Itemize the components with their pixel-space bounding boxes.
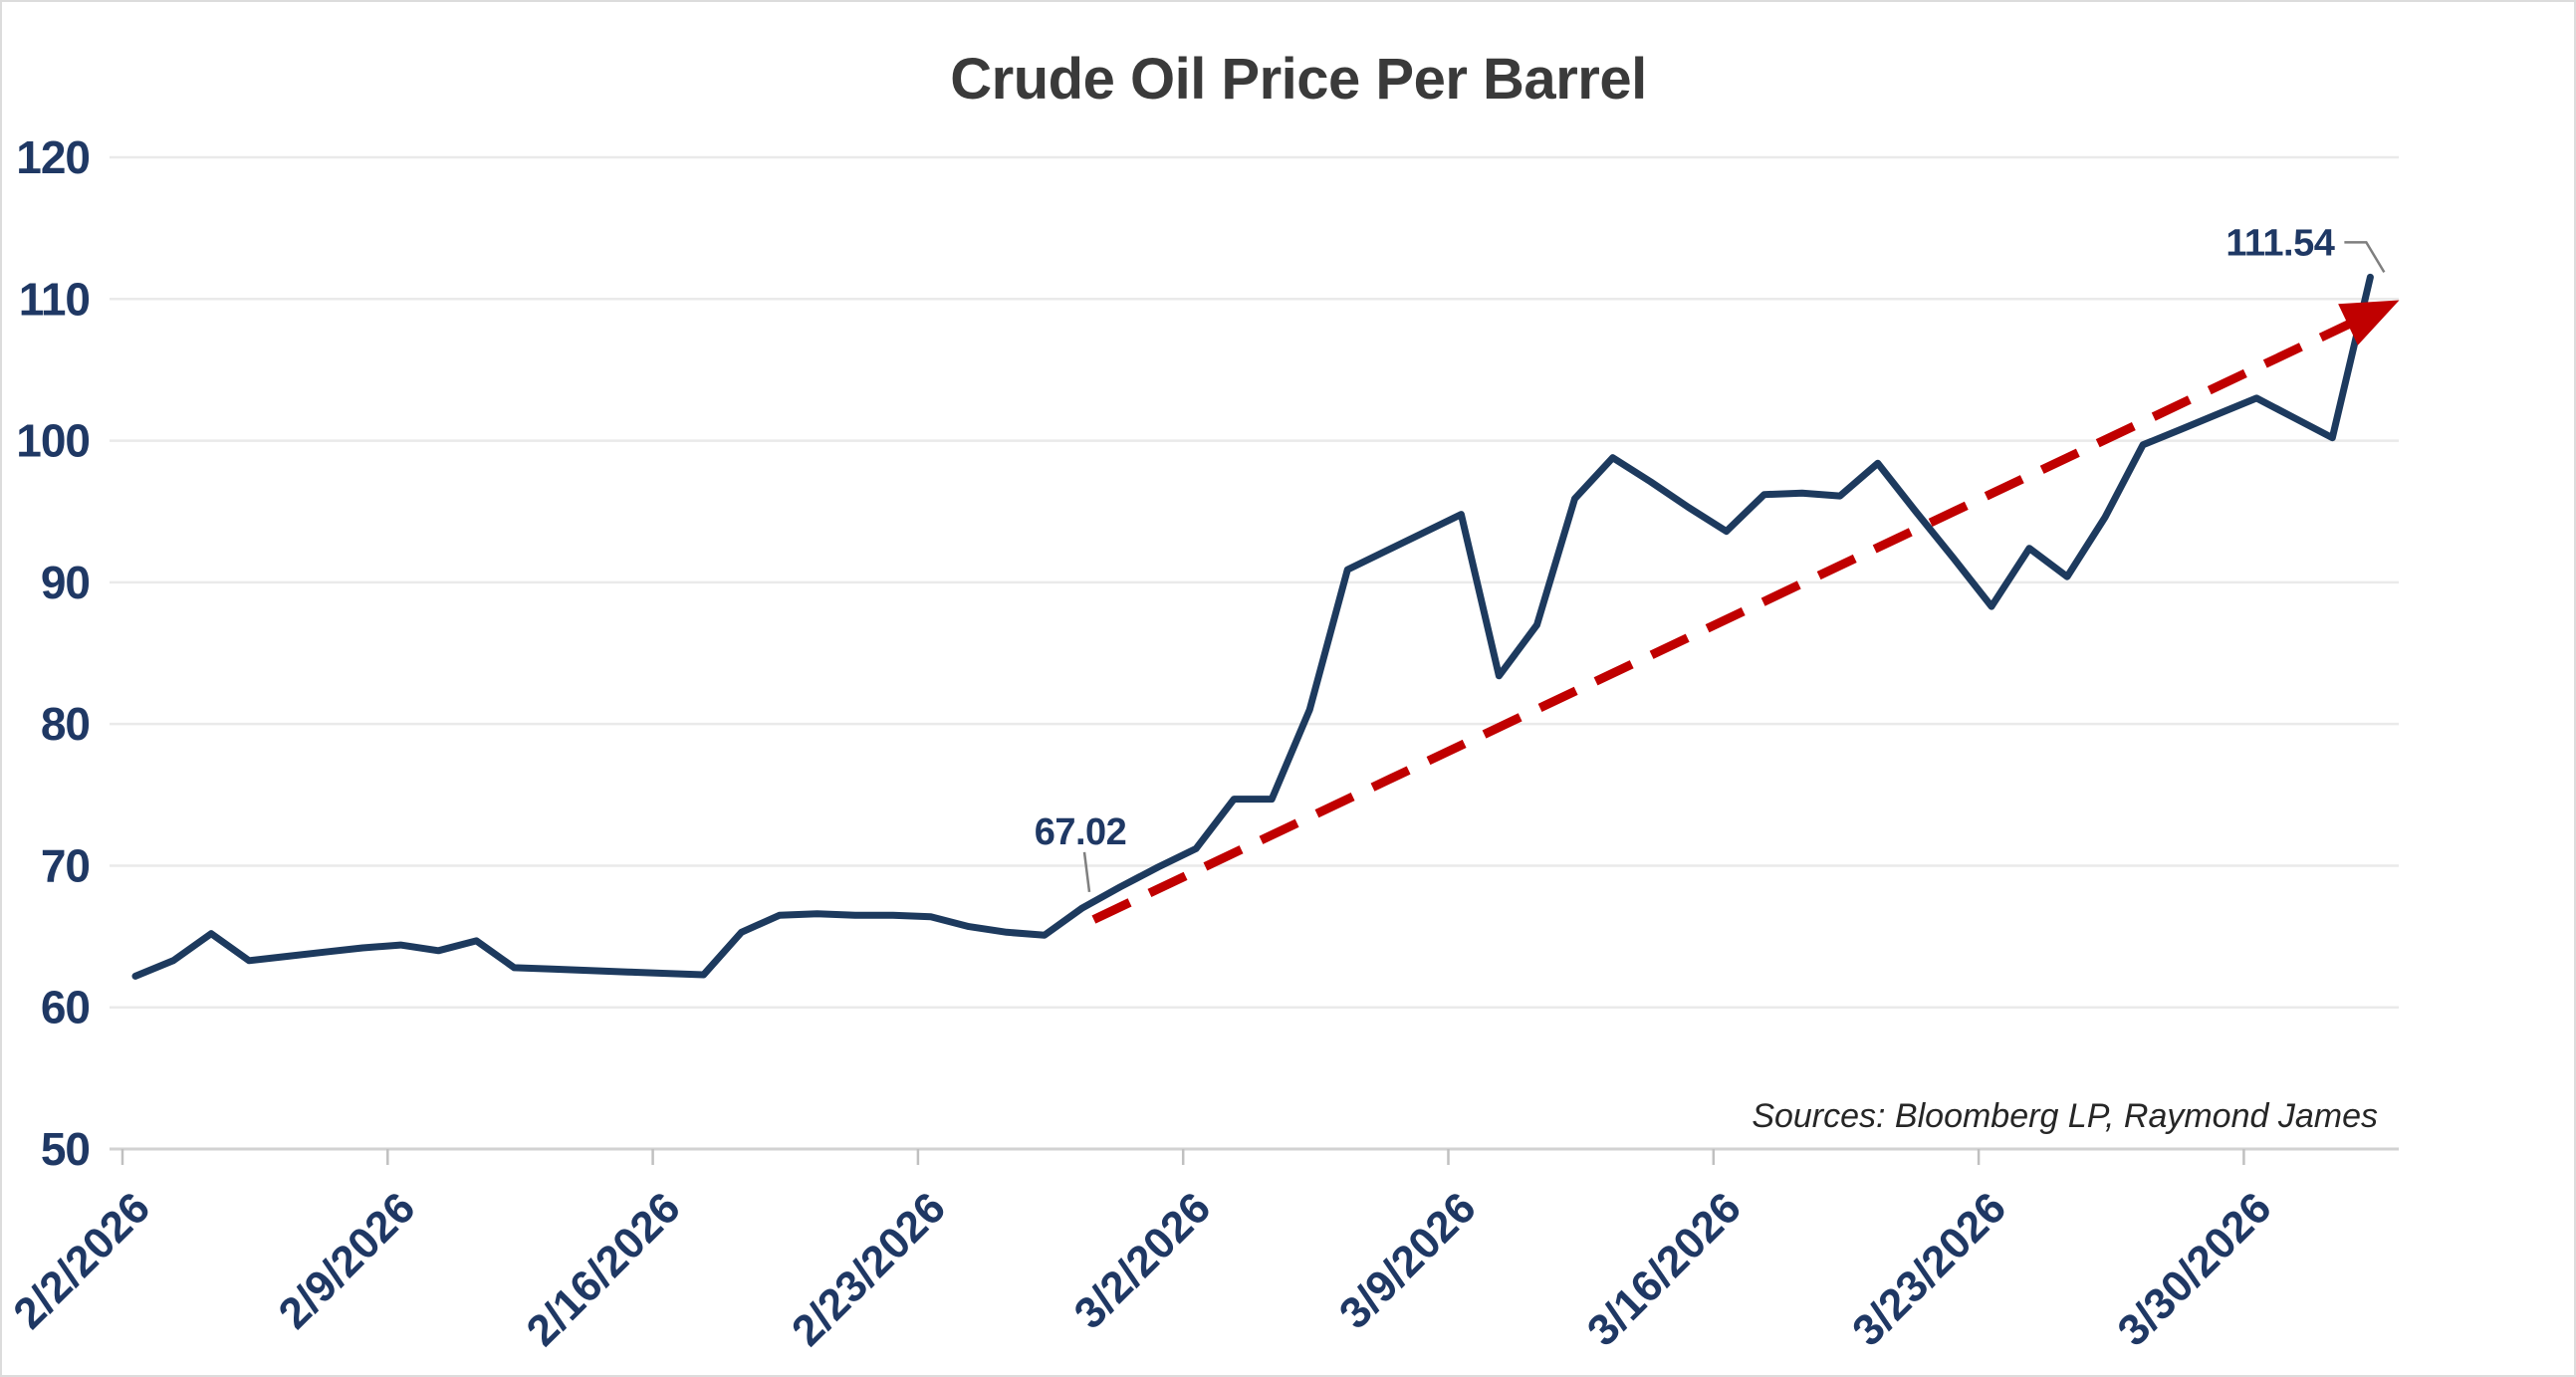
x-axis-label: 3/23/2026 [1843, 1183, 2015, 1355]
annotation-leader-111.54 [2344, 241, 2386, 274]
x-axis-label: 3/9/2026 [1330, 1183, 1486, 1338]
y-axis-label: 90 [41, 557, 90, 608]
trend-arrowhead [2338, 300, 2400, 345]
y-axis-label: 120 [16, 131, 90, 183]
x-axis-labels: 2/2/2026 2/9/2026 2/16/2026 2/23/2026 3/2/20… [4, 1183, 2280, 1355]
x-axis-label: 3/2/2026 [1065, 1183, 1221, 1338]
source-note: Sources: Bloomberg LP, Raymond James [1752, 1097, 2378, 1135]
x-axis-label: 3/16/2026 [1578, 1183, 1751, 1355]
annotation-label-111.54: 111.54 [2225, 222, 2334, 264]
price-line [131, 273, 2374, 980]
x-axis-label: 2/2/2026 [4, 1183, 159, 1338]
gridlines [110, 155, 2399, 1009]
x-axis-label: 2/16/2026 [518, 1183, 690, 1355]
annotation-leader-67.02 [1082, 851, 1091, 893]
y-axis-label: 100 [16, 415, 90, 467]
annotation-label-67.02: 67.02 [1035, 811, 1127, 853]
x-axis-label: 2/9/2026 [270, 1183, 425, 1338]
y-axis-label: 50 [41, 1123, 90, 1175]
x-axis-ticks [120, 1149, 2245, 1166]
y-axis-label: 60 [41, 982, 90, 1033]
chart-title: Crude Oil Price Per Barrel [950, 47, 1647, 112]
y-axis-label: 110 [19, 273, 90, 325]
x-axis-label: 3/30/2026 [2108, 1183, 2280, 1355]
y-axis-labels: 120 110 100 90 80 70 60 50 [16, 131, 91, 1175]
trend-arrow [1091, 318, 2356, 924]
x-axis-label: 2/23/2026 [783, 1183, 955, 1355]
y-axis-label: 70 [41, 839, 90, 891]
y-axis-label: 80 [41, 698, 90, 750]
